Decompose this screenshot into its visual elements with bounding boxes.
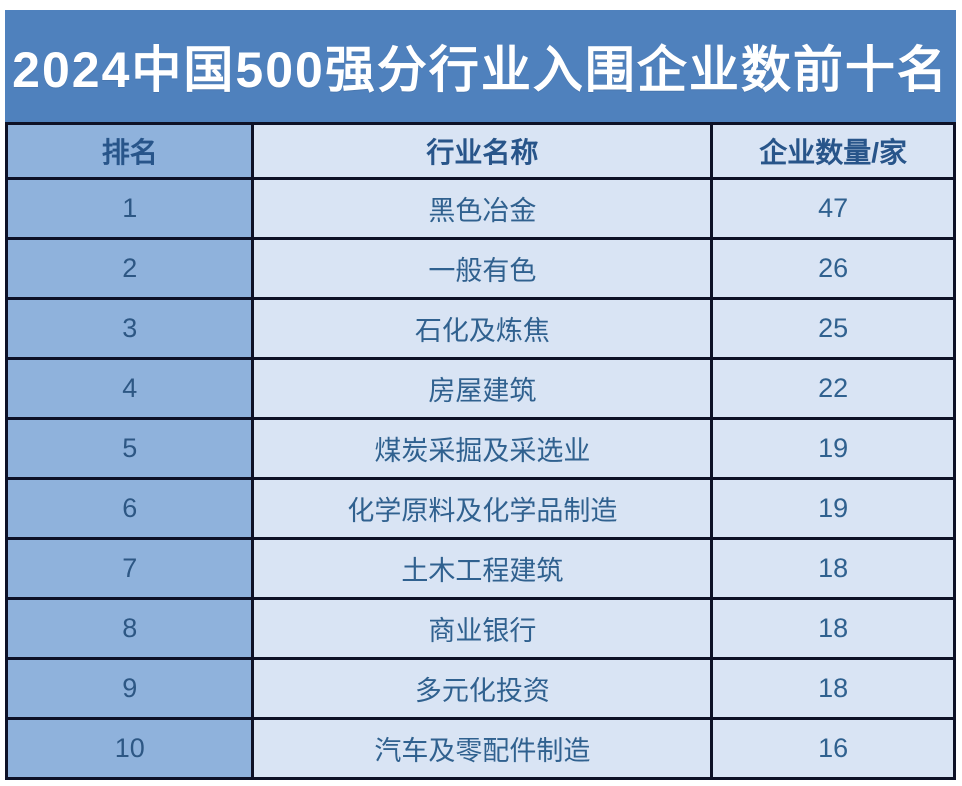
count-cell: 18	[710, 597, 956, 660]
count-cell: 47	[710, 177, 956, 240]
rank-cell: 5	[4, 417, 255, 480]
count-cell: 18	[710, 657, 956, 720]
table-row: 4 房屋建筑 22	[4, 357, 956, 420]
table-row: 6 化学原料及化学品制造 19	[4, 477, 956, 540]
count-cell: 16	[710, 717, 956, 780]
rank-cell: 7	[4, 537, 255, 600]
column-header-rank: 排名	[4, 122, 255, 180]
header-row: 排名 行业名称 企业数量/家	[4, 122, 956, 180]
table-row: 7 土木工程建筑 18	[4, 537, 956, 600]
rank-cell: 3	[4, 297, 255, 360]
industry-cell: 黑色冶金	[251, 177, 714, 240]
count-cell: 26	[710, 237, 956, 300]
rank-cell: 8	[4, 597, 255, 660]
table-row: 9 多元化投资 18	[4, 657, 956, 720]
column-header-count: 企业数量/家	[710, 122, 956, 180]
table-row: 5 煤炭采掘及采选业 19	[4, 417, 956, 480]
rank-cell: 1	[4, 177, 255, 240]
column-header-industry: 行业名称	[251, 122, 714, 180]
industry-cell: 石化及炼焦	[251, 297, 714, 360]
table-row: 1 黑色冶金 47	[4, 177, 956, 240]
rank-cell: 2	[4, 237, 255, 300]
industry-cell: 房屋建筑	[251, 357, 714, 420]
industry-cell: 煤炭采掘及采选业	[251, 417, 714, 480]
industry-cell: 汽车及零配件制造	[251, 717, 714, 780]
table-row: 2 一般有色 26	[4, 237, 956, 300]
content-area: 2024中国500强分行业入围企业数前十名 排名 行业名称 企业数量/家 1 黑色…	[4, 10, 956, 780]
count-cell: 25	[710, 297, 956, 360]
table-row: 10 汽车及零配件制造 16	[4, 717, 956, 780]
rank-cell: 9	[4, 657, 255, 720]
count-cell: 22	[710, 357, 956, 420]
page-title: 2024中国500强分行业入围企业数前十名	[12, 42, 949, 98]
count-cell: 18	[710, 537, 956, 600]
industry-cell: 化学原料及化学品制造	[251, 477, 714, 540]
rank-cell: 6	[4, 477, 255, 540]
industry-cell: 商业银行	[251, 597, 714, 660]
table-row: 8 商业银行 18	[4, 597, 956, 660]
rank-cell: 4	[4, 357, 255, 420]
count-cell: 19	[710, 477, 956, 540]
industry-cell: 土木工程建筑	[251, 537, 714, 600]
industry-rank-table: 排名 行业名称 企业数量/家 1 黑色冶金 47 2 一般有色 26 3 石化及炼焦 25 4 房屋…	[4, 122, 956, 780]
count-cell: 19	[710, 417, 956, 480]
industry-cell: 一般有色	[251, 237, 714, 300]
title-banner: 2024中国500强分行业入围企业数前十名	[5, 10, 956, 122]
industry-cell: 多元化投资	[251, 657, 714, 720]
rank-cell: 10	[4, 717, 255, 780]
table-row: 3 石化及炼焦 25	[4, 297, 956, 360]
